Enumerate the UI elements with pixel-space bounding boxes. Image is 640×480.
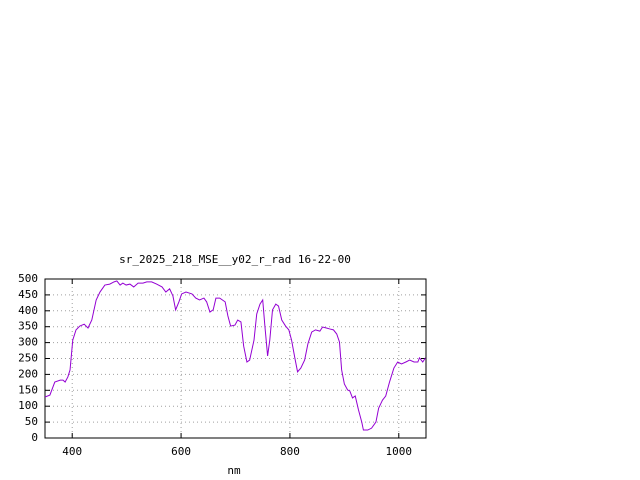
- y-tick-label: 250: [18, 352, 38, 365]
- y-tick-label: 300: [18, 336, 38, 349]
- y-tick-label: 100: [18, 399, 38, 412]
- x-tick-label: 1000: [386, 445, 413, 458]
- data-line: [44, 280, 426, 431]
- x-axis-label: nm: [227, 464, 241, 477]
- chart-title: sr_2025_218_MSE__y02_r_rad 16-22-00: [119, 253, 351, 266]
- x-tick-label: 600: [171, 445, 191, 458]
- y-tick-label: 400: [18, 304, 38, 317]
- y-tick-label: 50: [25, 415, 38, 428]
- y-tick-label: 200: [18, 367, 38, 380]
- y-tick-label: 150: [18, 383, 38, 396]
- x-tick-label: 800: [280, 445, 300, 458]
- y-tick-label: 450: [18, 288, 38, 301]
- y-tick-label: 0: [31, 431, 38, 444]
- y-tick-label: 350: [18, 320, 38, 333]
- plot-frame: [44, 278, 427, 439]
- y-tick-label: 500: [18, 272, 38, 285]
- x-tick-label: 400: [62, 445, 82, 458]
